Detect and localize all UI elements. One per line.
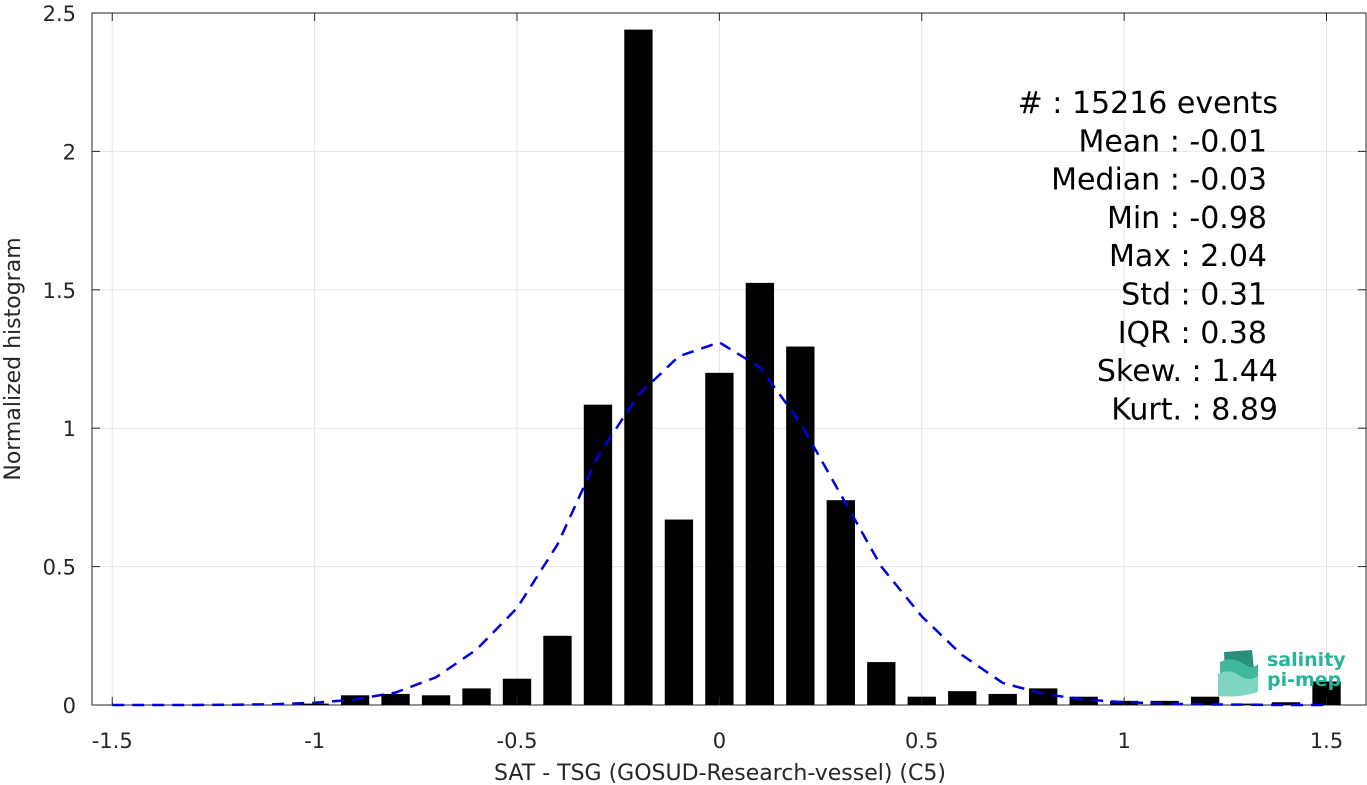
histogram-bar — [583, 404, 613, 705]
y-axis-label: Normalized histogram — [1, 237, 26, 480]
histogram-bar — [381, 693, 410, 705]
stat-median: Median : -0.03 — [1051, 163, 1267, 198]
y-tick-label: 1.5 — [43, 279, 76, 303]
stat-iqr: IQR : 0.38 — [1118, 316, 1267, 351]
y-tick-label: 0.5 — [43, 556, 76, 580]
histogram-bar — [948, 691, 977, 705]
x-tick-label: 0 — [713, 729, 726, 753]
histogram-bar — [1231, 703, 1260, 705]
histogram-bar — [1271, 702, 1301, 705]
histogram-bar — [543, 635, 572, 705]
y-tick-label: 1 — [63, 417, 76, 441]
stat-events: # : 15216 events — [1018, 86, 1278, 121]
stat-max: Max : 2.04 — [1109, 239, 1267, 274]
x-tick-label: -0.5 — [497, 729, 538, 753]
x-tick-label: -1.5 — [92, 729, 133, 753]
histogram-bar — [826, 500, 855, 705]
y-tick-label: 0 — [63, 694, 76, 718]
stat-skew: Skew. : 1.44 — [1097, 354, 1278, 389]
x-axis-label: SAT - TSG (GOSUD-Research-vessel) (C5) — [494, 761, 946, 785]
y-tick-label: 2.5 — [43, 2, 76, 26]
stat-min: Min : -0.98 — [1107, 201, 1267, 236]
x-tick-label: 0.5 — [905, 729, 938, 753]
stat-std: Std : 0.31 — [1121, 278, 1267, 313]
x-tick-label: 1 — [1117, 729, 1130, 753]
logo-text-pi-mep: pi-mep — [1267, 669, 1341, 691]
stat-kurt: Kurt. : 8.89 — [1111, 392, 1278, 427]
histogram-bar — [867, 662, 896, 705]
y-tick-label: 2 — [63, 140, 76, 164]
histogram-bar — [462, 688, 491, 705]
histogram-bar — [624, 29, 653, 706]
histogram-bar — [988, 693, 1017, 705]
histogram-bar — [1150, 700, 1179, 705]
stat-mean: Mean : -0.01 — [1078, 124, 1267, 159]
axis-ticks: -1.5 -1 -0.5 0 0.5 1 1.5 0 0.5 1 1.5 2 2.5 — [43, 2, 1366, 753]
x-tick-label: -1 — [304, 729, 325, 753]
logo-waves-icon — [1218, 650, 1258, 697]
salinity-pi-mep-logo: salinity pi-mep — [1218, 649, 1346, 697]
histogram-bar — [786, 346, 815, 705]
histogram-bar — [1190, 696, 1220, 705]
histogram-bar — [745, 282, 775, 705]
histogram-bar — [705, 372, 734, 705]
logo-text-salinity: salinity — [1267, 649, 1346, 671]
histogram-bar — [1069, 696, 1098, 705]
histogram-bar — [421, 695, 451, 705]
histogram-bar — [664, 519, 694, 705]
histogram-bar — [1312, 681, 1341, 705]
statistics-annotation: # : 15216 events Mean : -0.01 Median : -… — [1018, 86, 1278, 427]
x-tick-label: 1.5 — [1310, 729, 1343, 753]
